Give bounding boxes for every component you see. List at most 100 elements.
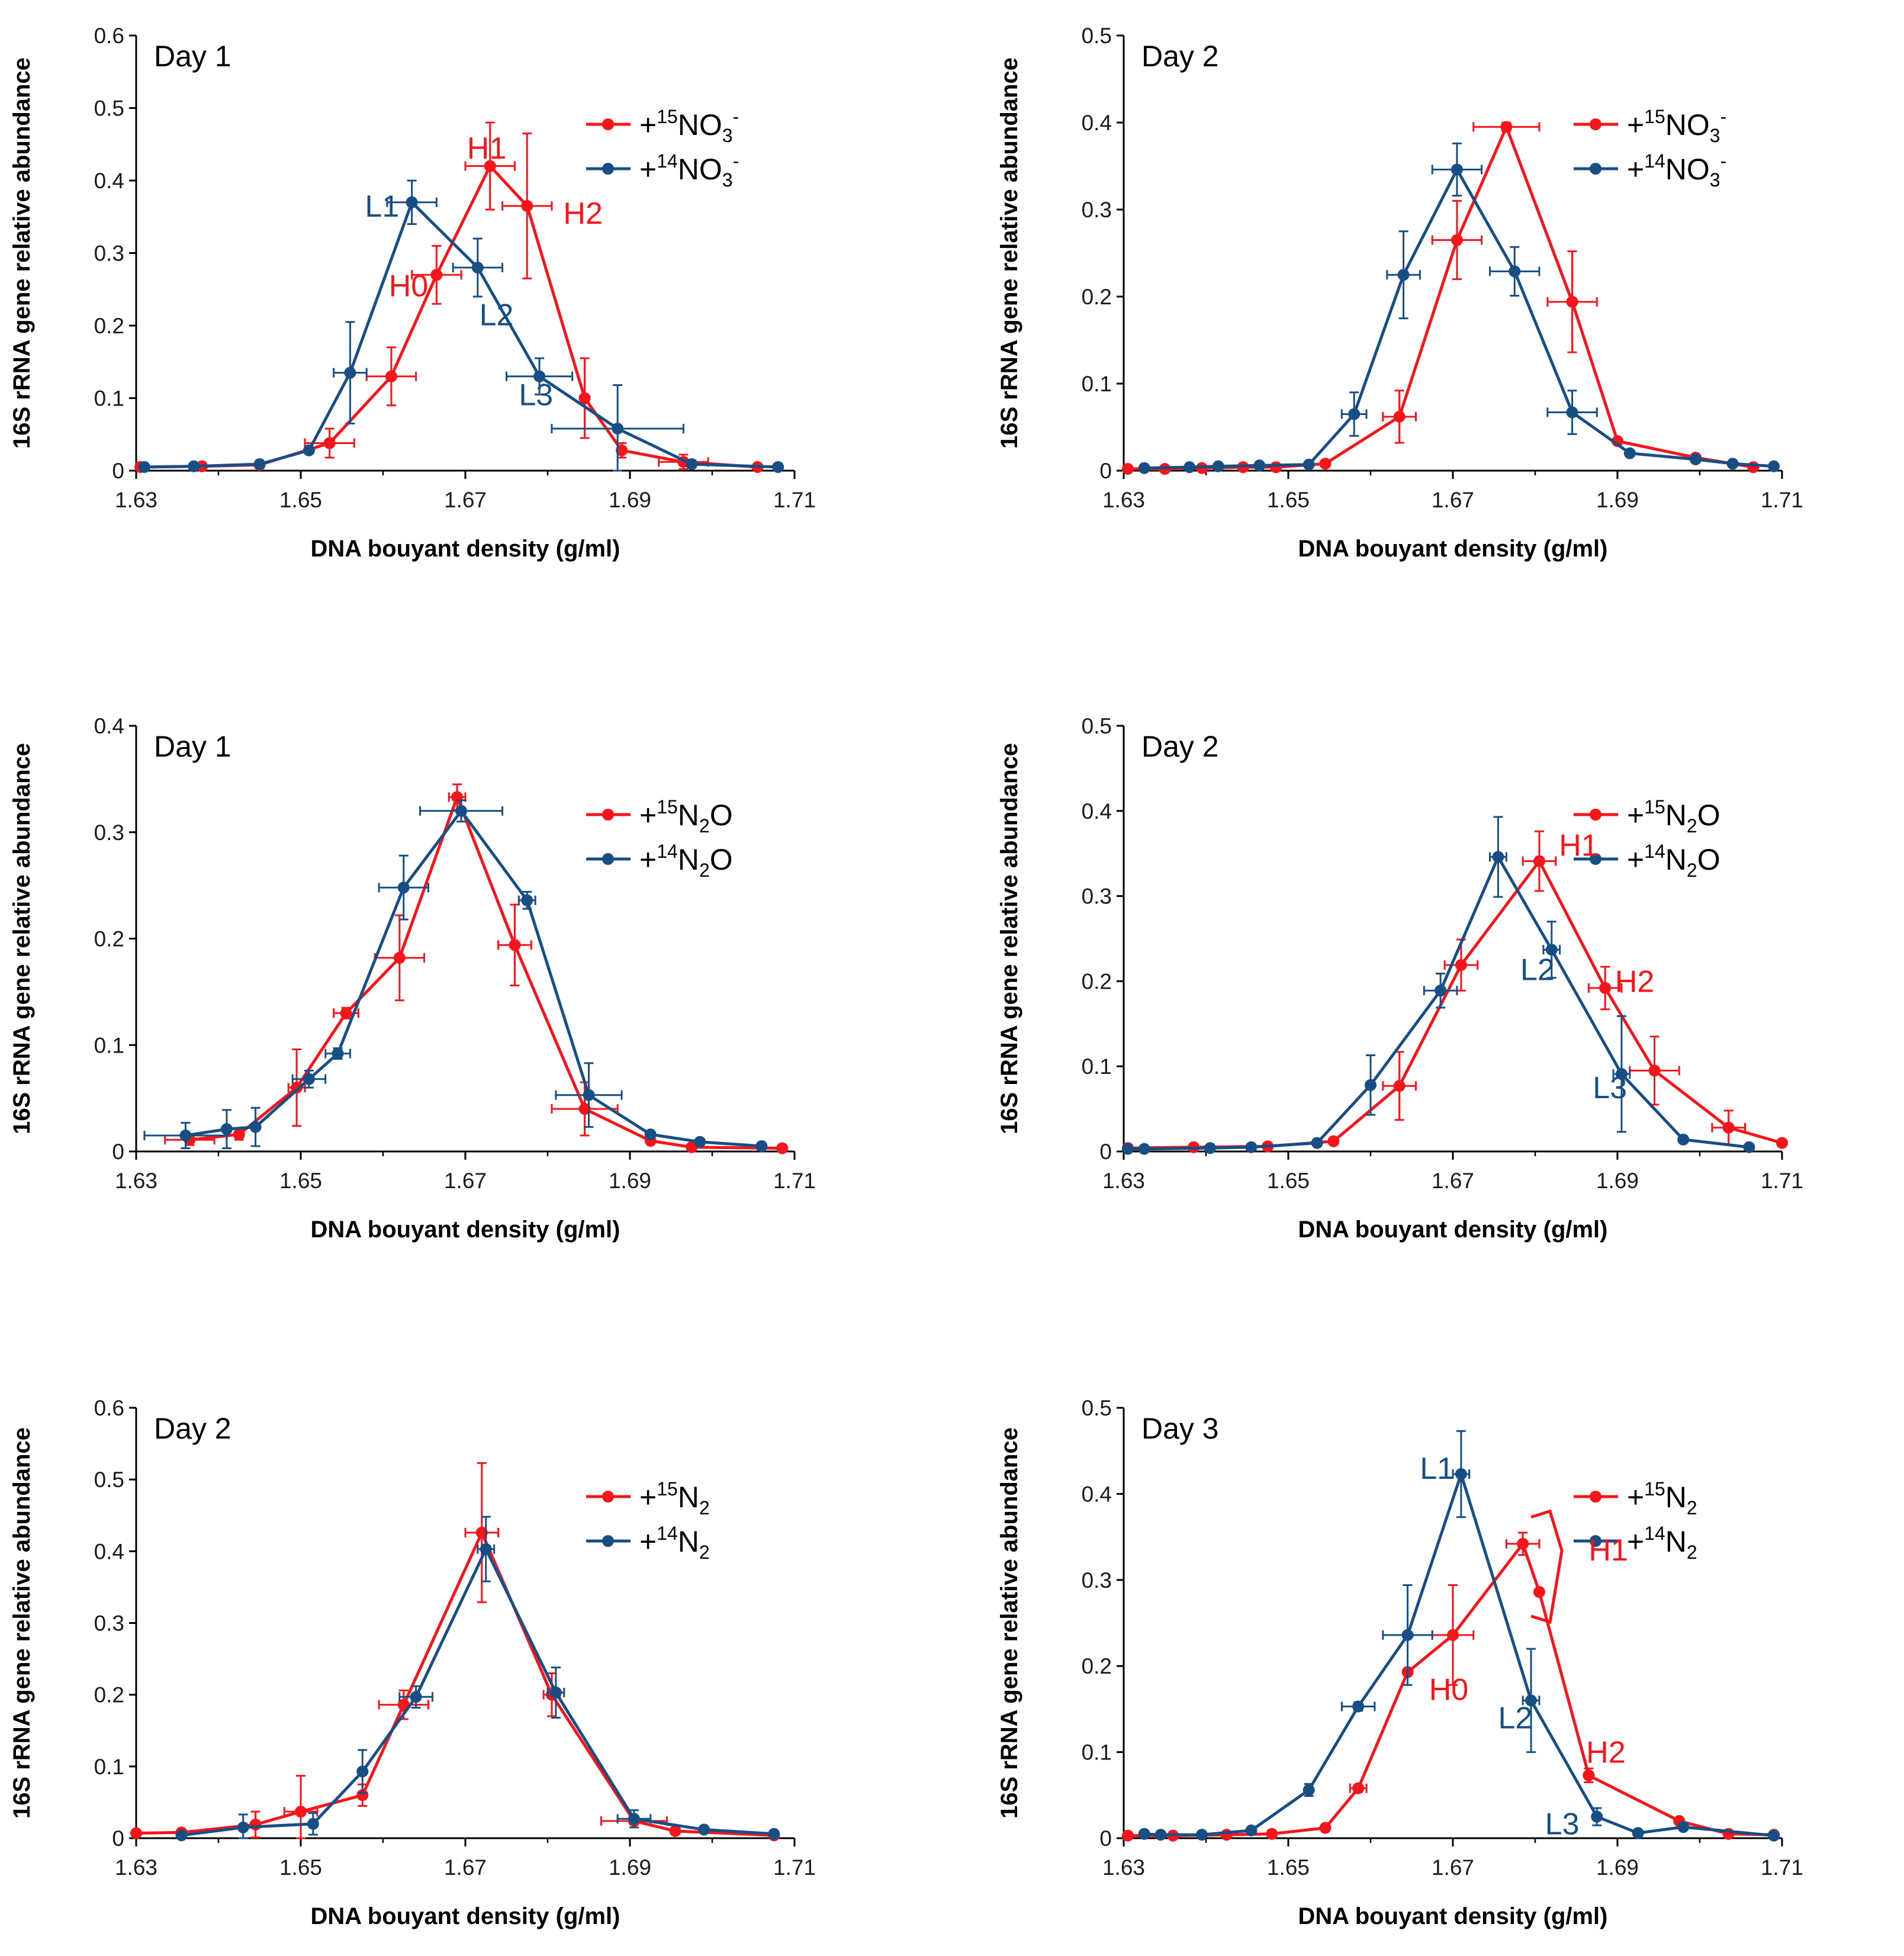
x-tick-label: 1.63 xyxy=(1102,1855,1145,1880)
data-point xyxy=(138,461,150,473)
x-tick-label: 1.69 xyxy=(1596,1855,1639,1880)
y-tick-label: 0.2 xyxy=(1082,1654,1112,1678)
data-point xyxy=(1121,463,1134,475)
y-tick-label: 0 xyxy=(112,459,124,483)
y-tick-label: 0.1 xyxy=(1082,1054,1112,1079)
legend-entry-light: +14N2O xyxy=(1574,841,1720,881)
data-point xyxy=(1183,461,1196,474)
peak-label: H0 xyxy=(389,269,428,304)
data-point xyxy=(406,196,418,208)
peak-label: L1 xyxy=(365,189,399,224)
data-point xyxy=(253,458,266,470)
data-point xyxy=(1509,265,1521,278)
x-tick-label: 1.63 xyxy=(115,488,157,512)
y-tick-label: 0.5 xyxy=(94,96,124,121)
data-point xyxy=(1138,1828,1150,1840)
y-tick-label: 0 xyxy=(112,1826,124,1851)
legend-entry-light: +14NO3- xyxy=(586,150,739,191)
x-tick-label: 1.63 xyxy=(115,1169,157,1193)
data-point xyxy=(471,262,484,274)
series-line xyxy=(1128,855,1749,1151)
data-point xyxy=(509,939,521,951)
peak-label: H1 xyxy=(1588,1533,1628,1568)
y-tick-label: 0.3 xyxy=(1082,1568,1112,1593)
x-tick-label: 1.67 xyxy=(1432,488,1474,512)
data-point xyxy=(1450,234,1463,246)
series-red xyxy=(134,121,764,473)
data-point xyxy=(1302,1784,1315,1796)
data-point xyxy=(1253,459,1266,472)
data-point xyxy=(175,1829,188,1842)
y-tick-label: 0.4 xyxy=(1082,799,1112,823)
peak-label: H1 xyxy=(1559,828,1598,863)
x-tick-label: 1.71 xyxy=(773,488,816,512)
x-tick-label: 1.65 xyxy=(279,1855,322,1880)
data-point xyxy=(220,1123,233,1135)
x-tick-label: 1.63 xyxy=(1102,488,1145,512)
x-axis-title: DNA bouyant density (g/ml) xyxy=(311,1903,620,1929)
x-tick-label: 1.65 xyxy=(279,1169,322,1193)
data-point xyxy=(1525,1694,1538,1707)
data-point xyxy=(340,1007,352,1019)
legend-entry-heavy: +15N2 xyxy=(586,1478,710,1519)
peak-label: H1 xyxy=(467,131,506,166)
data-point xyxy=(344,366,356,379)
data-point xyxy=(578,392,591,404)
peak-label: H2 xyxy=(563,197,602,231)
y-tick-label: 0.5 xyxy=(1082,714,1112,738)
data-point xyxy=(1533,1586,1545,1598)
data-point xyxy=(549,1687,562,1699)
data-point xyxy=(669,1825,681,1837)
y-tick-label: 0.2 xyxy=(94,927,124,951)
data-point xyxy=(1450,163,1463,176)
series-line xyxy=(1128,125,1754,471)
data-point xyxy=(1722,1121,1735,1134)
y-tick-label: 0.1 xyxy=(1082,1741,1112,1765)
peak-label: L2 xyxy=(1520,953,1555,987)
y-tick-label: 0.5 xyxy=(94,1468,124,1492)
data-point xyxy=(1677,1821,1690,1833)
y-tick-label: 0.3 xyxy=(94,821,124,845)
chart-panel-2: 0 0.1 0.2 0.3 0.4 0.5 1.63 1.65 1.67 1.69 1.71 DNA … xyxy=(996,24,1803,562)
y-tick-label: 0.4 xyxy=(1082,111,1112,135)
legend-marker xyxy=(602,809,614,821)
data-point xyxy=(1220,1829,1233,1841)
data-point xyxy=(616,444,628,456)
series-red xyxy=(164,783,789,1154)
legend-marker xyxy=(602,118,614,130)
y-axis-title: 16S rRNA gene relative abundance xyxy=(996,1427,1022,1819)
y-tick-label: 0 xyxy=(1099,459,1112,483)
x-tick-label: 1.71 xyxy=(1761,1855,1803,1880)
legend-label: +15N2O xyxy=(639,796,733,837)
data-point xyxy=(644,1128,657,1141)
y-tick-label: 0 xyxy=(1099,1140,1112,1164)
y-tick-label: 0.1 xyxy=(94,387,124,411)
peak-label: L3 xyxy=(1545,1807,1580,1841)
series-line xyxy=(1128,1542,1774,1838)
data-point xyxy=(1352,1782,1365,1794)
data-point xyxy=(772,461,784,473)
legend-marker xyxy=(1590,1491,1601,1503)
data-point xyxy=(686,458,698,470)
legend-label: +14NO3- xyxy=(1627,150,1726,191)
data-point xyxy=(1138,462,1150,474)
data-point xyxy=(1319,1822,1331,1834)
x-tick-label: 1.71 xyxy=(1761,488,1803,512)
data-point xyxy=(295,1806,307,1818)
data-point xyxy=(1591,1810,1603,1823)
data-point xyxy=(307,1817,319,1830)
peak-label: L2 xyxy=(480,298,514,333)
y-tick-label: 0.5 xyxy=(1082,1396,1112,1420)
legend-marker xyxy=(1590,118,1601,130)
legend-entry-heavy: +15N2O xyxy=(586,796,733,837)
peak-label: L2 xyxy=(1498,1701,1532,1735)
data-point xyxy=(533,370,546,382)
data-point xyxy=(1401,1629,1414,1641)
x-tick-label: 1.67 xyxy=(1432,1855,1474,1880)
data-point xyxy=(1397,269,1410,281)
series-red xyxy=(1121,121,1760,475)
y-tick-label: 0.4 xyxy=(94,1539,124,1563)
legend-marker xyxy=(1590,809,1601,821)
legend-entry-light: +14N2O xyxy=(586,841,733,881)
data-point xyxy=(1747,461,1760,474)
